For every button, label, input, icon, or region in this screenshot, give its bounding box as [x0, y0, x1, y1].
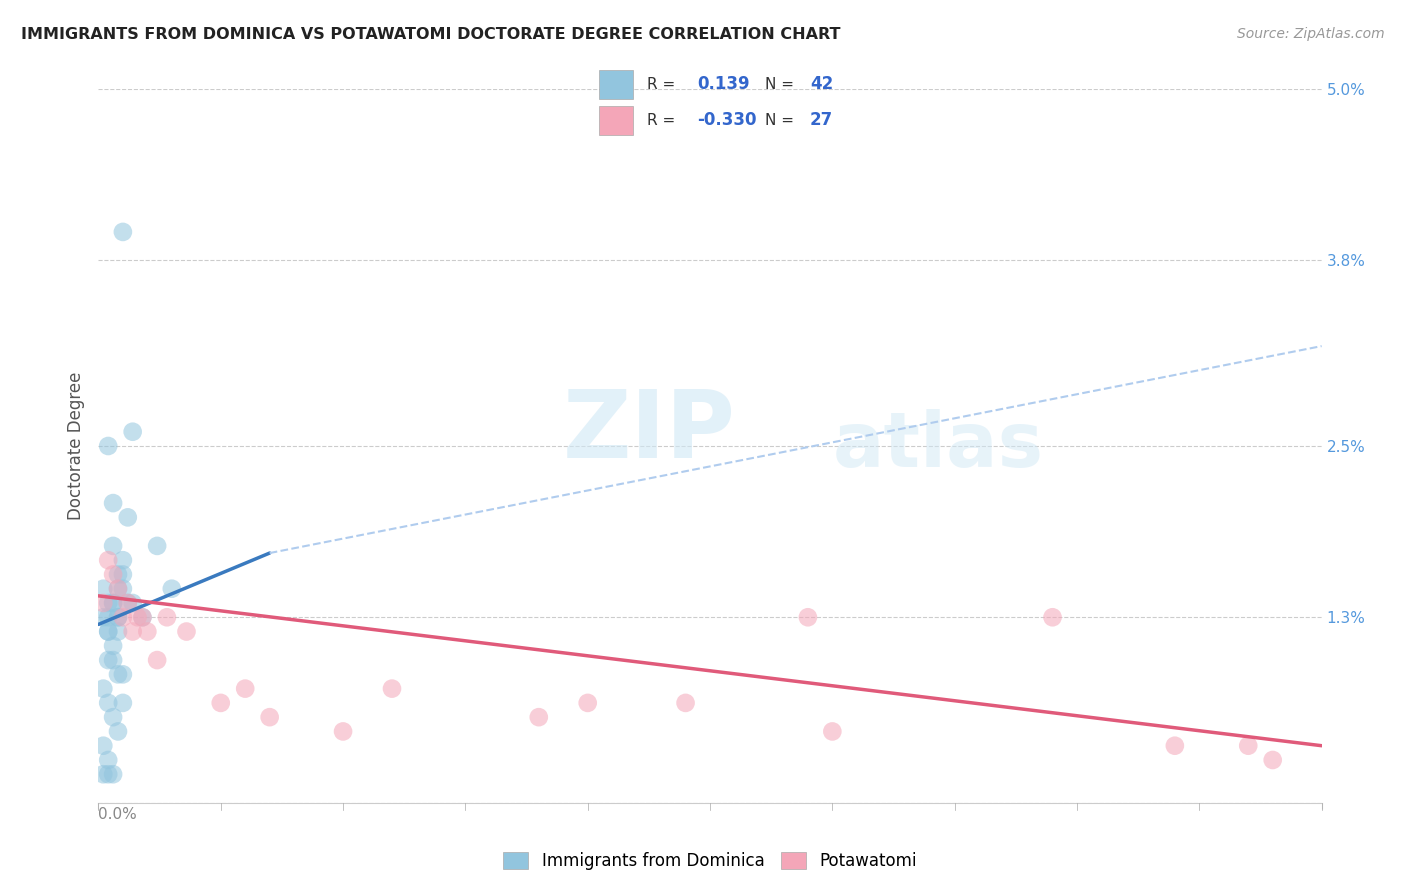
- Point: [107, 610, 129, 624]
- Point: [121, 624, 143, 639]
- Point: [111, 667, 134, 681]
- Text: N =: N =: [765, 112, 794, 128]
- Point: [107, 567, 129, 582]
- Point: [101, 596, 124, 610]
- Text: 0.0%: 0.0%: [98, 807, 138, 822]
- Text: 27: 27: [810, 112, 834, 129]
- Point: [91, 610, 114, 624]
- Point: [136, 624, 159, 639]
- Point: [675, 696, 697, 710]
- Point: [332, 724, 354, 739]
- Point: [97, 553, 120, 567]
- Point: [131, 610, 153, 624]
- Point: [117, 596, 139, 610]
- Text: IMMIGRANTS FROM DOMINICA VS POTAWATOMI DOCTORATE DEGREE CORRELATION CHART: IMMIGRANTS FROM DOMINICA VS POTAWATOMI D…: [21, 27, 841, 42]
- Point: [101, 567, 124, 582]
- Point: [111, 567, 134, 582]
- Point: [91, 582, 114, 596]
- Point: [101, 496, 124, 510]
- Point: [101, 639, 124, 653]
- Point: [117, 510, 139, 524]
- Point: [127, 610, 149, 624]
- Text: 42: 42: [810, 75, 834, 93]
- Point: [101, 539, 124, 553]
- Point: [97, 696, 120, 710]
- Point: [233, 681, 256, 696]
- Legend: Immigrants from Dominica, Potawatomi: Immigrants from Dominica, Potawatomi: [496, 845, 924, 877]
- Point: [209, 696, 232, 710]
- Point: [91, 767, 114, 781]
- Point: [1237, 739, 1260, 753]
- FancyBboxPatch shape: [599, 70, 633, 99]
- Point: [146, 539, 169, 553]
- Point: [97, 624, 120, 639]
- Point: [107, 582, 129, 596]
- Point: [101, 596, 124, 610]
- Point: [1261, 753, 1284, 767]
- Point: [101, 710, 124, 724]
- Point: [1042, 610, 1064, 624]
- Point: [101, 653, 124, 667]
- Point: [91, 739, 114, 753]
- Point: [111, 696, 134, 710]
- Point: [97, 753, 120, 767]
- Point: [259, 710, 281, 724]
- Point: [97, 610, 120, 624]
- Text: ZIP: ZIP: [564, 385, 737, 478]
- Text: R =: R =: [647, 112, 675, 128]
- Point: [576, 696, 599, 710]
- Text: 0.139: 0.139: [697, 75, 749, 93]
- Point: [107, 582, 129, 596]
- Point: [176, 624, 198, 639]
- Point: [97, 767, 120, 781]
- Point: [821, 724, 844, 739]
- Point: [107, 667, 129, 681]
- FancyBboxPatch shape: [599, 106, 633, 135]
- Point: [156, 610, 179, 624]
- Point: [111, 225, 134, 239]
- Point: [527, 710, 550, 724]
- Point: [107, 610, 129, 624]
- Point: [146, 653, 169, 667]
- Point: [131, 610, 153, 624]
- Point: [160, 582, 183, 596]
- Point: [91, 681, 114, 696]
- Text: R =: R =: [647, 77, 675, 92]
- Point: [101, 767, 124, 781]
- Point: [97, 596, 120, 610]
- Point: [107, 624, 129, 639]
- Point: [1164, 739, 1187, 753]
- Text: Source: ZipAtlas.com: Source: ZipAtlas.com: [1237, 27, 1385, 41]
- Point: [91, 596, 114, 610]
- Point: [121, 425, 143, 439]
- Point: [111, 610, 134, 624]
- Point: [797, 610, 820, 624]
- Point: [111, 553, 134, 567]
- Y-axis label: Doctorate Degree: Doctorate Degree: [66, 372, 84, 520]
- Text: atlas: atlas: [832, 409, 1043, 483]
- Point: [97, 439, 120, 453]
- Point: [97, 653, 120, 667]
- Text: N =: N =: [765, 77, 794, 92]
- Point: [117, 596, 139, 610]
- Point: [121, 596, 143, 610]
- Point: [97, 624, 120, 639]
- Point: [381, 681, 404, 696]
- Point: [111, 582, 134, 596]
- Point: [107, 724, 129, 739]
- Text: -0.330: -0.330: [697, 112, 756, 129]
